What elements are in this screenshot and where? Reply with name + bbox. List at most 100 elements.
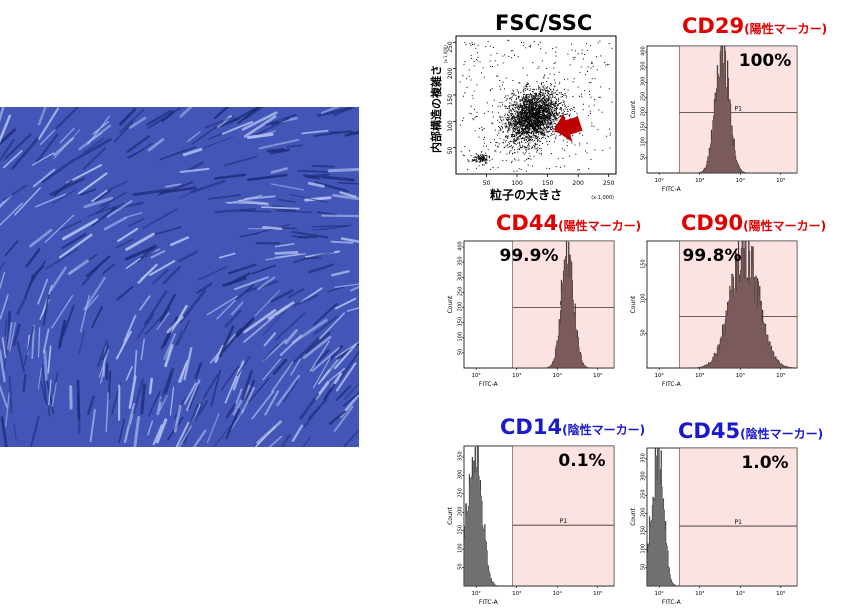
y-unit-label: (x 1,000) [443, 45, 448, 64]
cell-streak [287, 287, 305, 299]
cell-streak [199, 136, 234, 151]
cell-streak [274, 243, 295, 248]
cell-streak [47, 345, 52, 374]
x-tick-label: 200 [572, 180, 584, 187]
cell-streak [91, 305, 103, 329]
cell-streak [3, 150, 23, 169]
cell-streak [326, 367, 346, 384]
cell-streak [334, 341, 359, 359]
cell-streak [342, 430, 359, 447]
cell-streak [254, 121, 283, 136]
cell-streak [330, 240, 354, 244]
cell-streak [178, 250, 199, 263]
y-tick-label: 350 [641, 61, 647, 71]
cell-streak [111, 201, 144, 211]
cell-streak [91, 189, 108, 203]
y-tick-label: 200 [458, 302, 464, 312]
cell-streak [118, 108, 137, 126]
cd45-histogram: P1 50 100 150 200 250 300 350 10² 10³ 10⁴ 10⁵ FITC-A… [630, 447, 798, 606]
cell-streak [292, 318, 328, 344]
cell-streak [51, 295, 74, 329]
cell-streak [52, 107, 80, 132]
x-tick-label: 10⁴ [736, 177, 746, 184]
cell-streak [115, 238, 134, 249]
cell-streak [213, 173, 247, 180]
cell-streak [97, 340, 108, 367]
histogram-series [647, 45, 798, 174]
cell-streak [243, 316, 275, 343]
cell-streak [103, 216, 127, 231]
cell-streak [183, 347, 193, 381]
cell-streak [156, 312, 170, 331]
cell-streak [248, 377, 270, 403]
cell-streak [262, 307, 289, 336]
cell-streak [274, 312, 306, 341]
cell-streak [4, 319, 7, 337]
x-tick-label: 10² [472, 590, 481, 597]
cell-streak [159, 395, 168, 411]
cell-streak [305, 332, 331, 354]
cell-streak [159, 293, 176, 323]
y-tick-label: 200 [641, 508, 647, 518]
cell-streak [0, 261, 6, 271]
cell-streak [147, 107, 181, 130]
cell-streak [309, 340, 330, 372]
cell-streak [128, 375, 137, 409]
cell-streak [42, 294, 50, 326]
cell-streak [59, 220, 82, 232]
cell-streak [29, 228, 53, 248]
cell-streak [227, 263, 257, 275]
cell-streak [333, 107, 356, 117]
cell-streak [61, 233, 87, 249]
y-tick-label: 400 [641, 46, 647, 56]
cell-streak [265, 253, 301, 261]
cell-streak [62, 218, 99, 241]
cell-streak [224, 309, 242, 328]
cell-streak [327, 286, 345, 293]
cell-streak [323, 383, 336, 401]
cell-streak [150, 250, 166, 259]
histogram-series [647, 240, 798, 369]
cell-streak [282, 379, 299, 403]
cell-streak [335, 384, 352, 401]
cell-streak [92, 121, 109, 135]
cell-streak [9, 322, 16, 352]
cell-streak [139, 295, 151, 311]
cell-streak [152, 424, 163, 446]
percent-label: 100% [739, 51, 792, 71]
cell-streak [89, 408, 96, 443]
y-tick-label: 250 [641, 489, 647, 499]
y-tick-label: 50 [458, 563, 464, 569]
cell-streak [99, 192, 127, 208]
cell-streak [331, 193, 359, 201]
x-axis-label: FITC-A [479, 599, 499, 606]
cell-streak [133, 350, 138, 380]
cell-streak [195, 401, 203, 422]
y-axis-label: Count [630, 295, 637, 313]
cell-streak [303, 174, 321, 180]
cell-streak [40, 380, 46, 401]
y-tick-label: 100 [458, 543, 464, 553]
cell-streak [224, 368, 241, 404]
cell-streak [77, 392, 81, 435]
x-tick-label: 50 [483, 180, 491, 187]
cell-streak [232, 360, 245, 391]
cd14-title: CD14(陰性マーカー) [500, 415, 646, 439]
cell-streak [250, 130, 276, 139]
y-tick-label: 150 [447, 94, 454, 106]
cell-streak [102, 263, 115, 275]
y-tick-label: 100 [641, 294, 647, 304]
cell-streak [83, 196, 114, 209]
cell-streak [214, 344, 225, 363]
cell-streak [173, 404, 182, 433]
y-tick-label: 300 [458, 272, 464, 282]
cell-streak [7, 322, 13, 350]
cell-micrograph [0, 107, 359, 447]
percent-label: 0.1% [558, 451, 605, 471]
cell-streak [182, 147, 203, 157]
cell-streak [119, 108, 145, 133]
y-tick-label: 150 [458, 525, 464, 535]
cell-streak [270, 117, 290, 126]
cell-streak [0, 128, 16, 146]
